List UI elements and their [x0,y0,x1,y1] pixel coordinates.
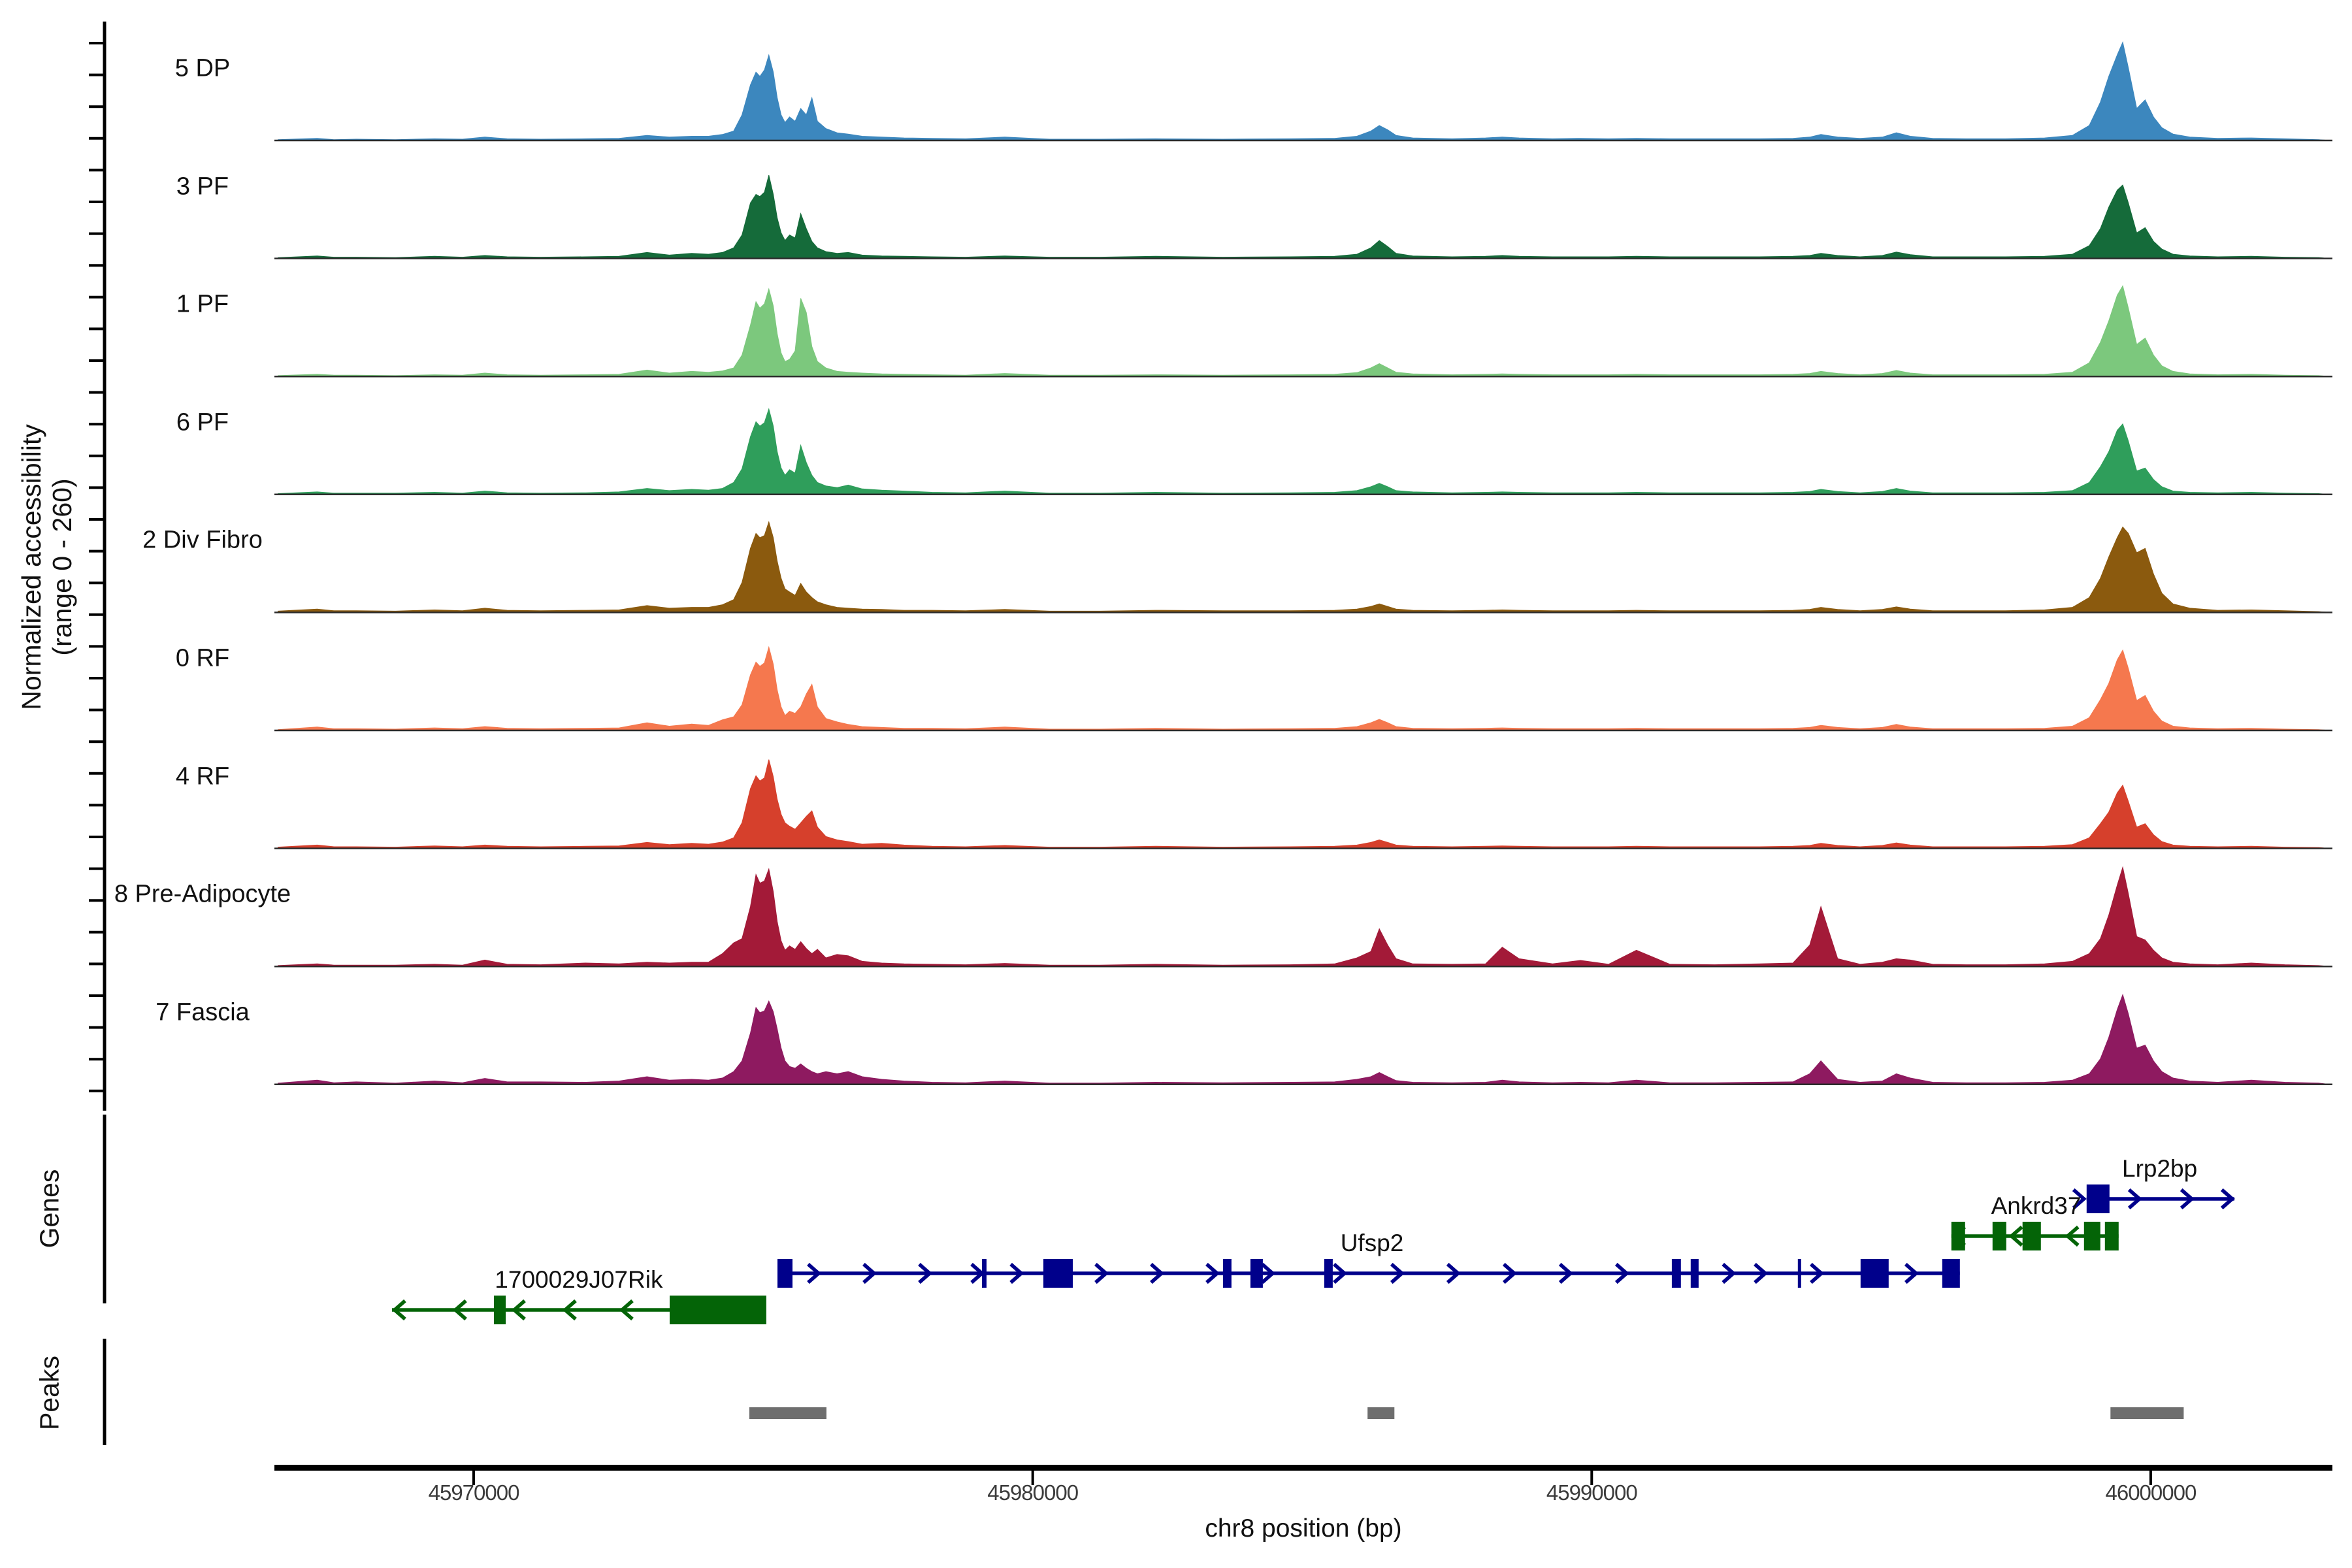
gene-strand-arrow-icon [1009,1262,1024,1284]
peak-region-box [749,1407,826,1419]
gene-model-ufsp2 [777,1259,1960,1288]
gene-label-lrp2bp: Lrp2bp [2122,1155,2198,1182]
coverage-area-2-div-fibro [278,521,2330,613]
gene-strand-arrow-icon [1810,1262,1825,1284]
coverage-area-7-fascia [278,993,2330,1085]
peak-region-box [1367,1407,1395,1419]
genes-section-label: Genes [34,1169,65,1249]
gene-strand-arrow-icon [2072,1188,2087,1210]
coverage-area-5-dp [278,41,2330,141]
coverage-area-4-rf [278,759,2330,849]
x-axis-line [274,1465,2332,1471]
gene-exon [1860,1259,1889,1288]
gene-exon [1043,1259,1073,1288]
coverage-area-6-pf [278,408,2330,495]
x-tick-label-45970000: 45970000 [428,1480,520,1505]
gene-strand-arrow-icon [1722,1262,1737,1284]
gene-strand-arrow-icon [1094,1262,1109,1284]
gene-exon [982,1259,987,1288]
gene-exon [2086,1184,2110,1213]
gene-strand-arrow-icon [1150,1262,1165,1284]
x-tick-label-45980000: 45980000 [987,1480,1079,1505]
gene-strand-arrow-icon [2220,1188,2235,1210]
gene-strand-arrow-icon [1558,1262,1573,1284]
gene-exon [1250,1259,1263,1288]
gene-strand-arrow-icon [2180,1188,2195,1210]
track-label-7-fascia: 7 Fascia [155,998,250,1026]
gene-exon [1222,1259,1232,1288]
gene-strand-arrow-icon [391,1299,406,1321]
gene-exon [494,1296,506,1324]
gene-model-lrp2bp [2072,1184,2235,1213]
coverage-area-3-pf [278,174,2330,259]
gene-exon [777,1259,792,1288]
gene-strand-arrow-icon [1614,1262,1629,1284]
gene-strand-arrow-icon [1205,1262,1220,1284]
y-axis-label-line1: Normalized accessibility [16,424,46,710]
gene-strand-arrow-icon [562,1299,577,1321]
x-tick-label-45990000: 45990000 [1546,1480,1638,1505]
gene-label-ankrd37: Ankrd37 [1991,1192,2082,1219]
gene-exon [2022,1222,2041,1250]
track-label-1-pf: 1 PF [176,290,229,318]
x-tick-label-46000000: 46000000 [2105,1480,2197,1505]
track-label-5-dp: 5 DP [174,54,231,82]
gene-label-ufsp2: Ufsp2 [1340,1230,1404,1256]
gene-strand-arrow-icon [2127,1188,2142,1210]
gene-exon [670,1296,766,1324]
gene-strand-arrow-icon [2065,1225,2080,1247]
gene-strand-arrow-icon [862,1262,877,1284]
coverage-area-0-rf [278,645,2330,731]
gene-exon [1690,1259,1699,1288]
gene-strand-arrow-icon [1390,1262,1405,1284]
gene-strand-arrow-icon [452,1299,467,1321]
gene-model-1700029j07rik [391,1296,766,1324]
gene-strand-arrow-icon [511,1299,526,1321]
gene-strand-arrow-icon [2008,1225,2023,1247]
gene-exon [1992,1222,2006,1250]
gene-strand-arrow-icon [807,1262,822,1284]
gene-exon [2104,1222,2119,1250]
gene-exon [1671,1259,1681,1288]
gene-strand-arrow-icon [1261,1262,1276,1284]
gene-strand-arrow-icon [1904,1262,1919,1284]
gene-exon [1942,1259,1960,1288]
coverage-area-8-pre-adipocyte [278,866,2330,967]
gene-strand-arrow-icon [619,1299,634,1321]
gene-label-1700029j07rik: 1700029J07Rik [495,1266,663,1293]
track-label-0-rf: 0 RF [175,644,230,672]
y-axis-label-line2: (range 0 - 260) [47,478,77,656]
gene-exon [1951,1222,1965,1250]
track-label-3-pf: 3 PF [176,172,229,201]
y-axis-label: Normalized accessibility (range 0 - 260) [16,424,78,710]
gene-strand-arrow-icon [1446,1262,1461,1284]
gene-model-ankrd37 [1951,1222,2119,1250]
peaks-section-label: Peaks [34,1356,65,1430]
gene-strand-arrow-icon [1502,1262,1517,1284]
gene-exon [1797,1259,1801,1288]
peak-region-box [2110,1407,2184,1419]
track-label-4-rf: 4 RF [175,762,230,791]
gene-strand-arrow-icon [1333,1262,1348,1284]
track-label-6-pf: 6 PF [176,408,229,436]
track-label-8-pre-adipocyte: 8 Pre-Adipocyte [114,880,291,908]
gene-strand-arrow-icon [1754,1262,1769,1284]
x-axis-title: chr8 position (bp) [1205,1514,1402,1543]
track-label-2-div-fibro: 2 Div Fibro [142,526,263,554]
coverage-area-1-pf [278,285,2330,377]
gene-strand-arrow-icon [918,1262,933,1284]
gene-exon [1324,1259,1333,1288]
gene-exon [2083,1222,2100,1250]
